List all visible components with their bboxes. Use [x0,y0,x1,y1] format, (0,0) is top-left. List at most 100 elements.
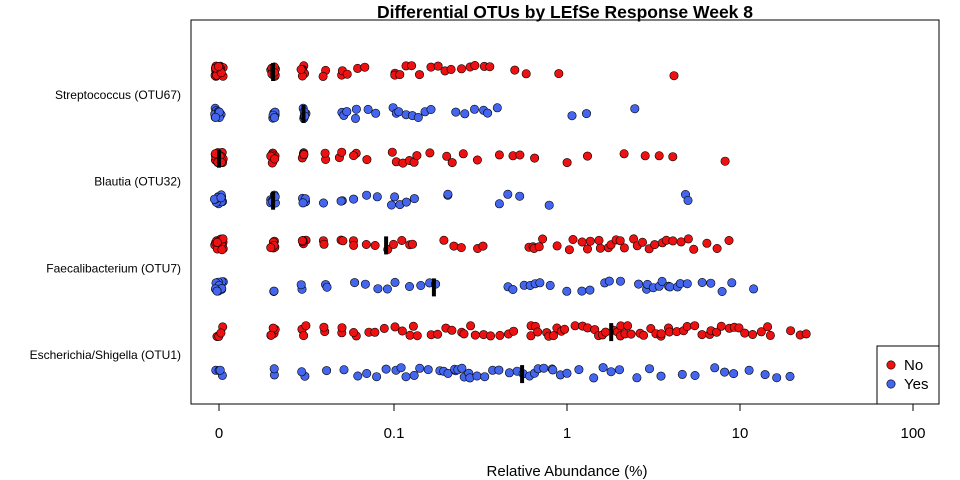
data-point [216,193,226,203]
data-point [456,243,466,253]
data-point [577,237,587,247]
data-point [270,154,280,164]
data-point [269,364,279,374]
data-point [515,150,525,160]
data-point [298,198,308,208]
data-point [266,330,276,340]
series-no-3 [210,234,734,255]
data-point [390,322,400,332]
data-point [409,370,419,380]
data-point [478,241,488,251]
series-no-1 [210,60,679,81]
data-point [318,198,328,208]
data-point [362,155,372,165]
data-point [634,279,644,289]
data-point [266,243,276,253]
data-point [414,70,424,80]
data-point [361,240,371,250]
data-point [574,365,584,375]
data-point [442,151,452,161]
data-point [682,279,692,289]
data-point [439,235,449,245]
data-point [370,241,380,251]
data-point [319,322,329,332]
data-point [443,189,453,199]
data-point [677,369,687,379]
data-point [401,197,411,207]
data-point [472,155,482,165]
data-point [740,328,750,338]
data-point [301,321,311,331]
data-point [690,370,700,380]
data-point [697,277,707,287]
data-point [535,278,545,288]
data-point [451,107,461,117]
data-point [589,373,599,383]
data-point [717,286,727,296]
data-point [387,147,397,157]
data-point [338,236,348,246]
data-point [668,152,678,162]
data-point [526,331,536,341]
series-yes-1 [210,103,640,123]
data-point [515,191,525,201]
data-point [749,284,759,294]
data-point [397,236,407,246]
data-point [296,65,306,75]
data-point [533,327,543,337]
data-point [447,158,457,168]
data-point [447,325,457,335]
data-point [650,240,660,250]
data-point [395,70,405,80]
data-point [548,365,558,375]
data-point [697,330,707,340]
data-point [362,190,372,200]
data-point [534,242,544,252]
x-axis: 0 0.1 1 10 100 [215,403,926,442]
data-point [426,105,436,115]
data-point [318,71,328,81]
data-point [615,276,625,286]
data-point [349,194,359,204]
legend-box [876,345,940,405]
data-point [585,236,595,246]
data-point [581,109,591,119]
data-point [386,200,396,210]
data-point [373,284,383,294]
data-point [456,64,466,74]
data-point [212,237,222,247]
data-point [413,113,423,123]
category-label: Streptococcus (OTU67) [55,88,181,102]
data-point [379,323,389,333]
series-yes-3 [210,276,759,296]
data-point [689,244,699,254]
data-point [446,64,456,74]
data-point [690,321,700,331]
data-point [390,192,400,202]
data-point [269,113,279,123]
data-point [548,331,558,341]
data-point [412,151,422,161]
data-point [562,158,572,168]
data-point [656,329,666,339]
data-point [748,329,758,339]
data-point [567,111,577,121]
data-point [560,324,570,334]
data-point [349,327,359,337]
data-point [322,366,332,376]
series-no-4 [212,321,811,341]
median-layer [217,63,614,384]
data-point [623,321,633,331]
x-tick-label: 10 [732,425,749,442]
data-point [214,61,224,71]
data-point [425,148,435,158]
data-point [407,61,417,71]
legend-label-yes: Yes [904,376,928,393]
data-point [415,363,425,373]
data-point [409,194,419,204]
data-point [530,153,540,163]
data-point [360,62,370,72]
data-point [299,150,309,160]
data-point [433,329,443,339]
